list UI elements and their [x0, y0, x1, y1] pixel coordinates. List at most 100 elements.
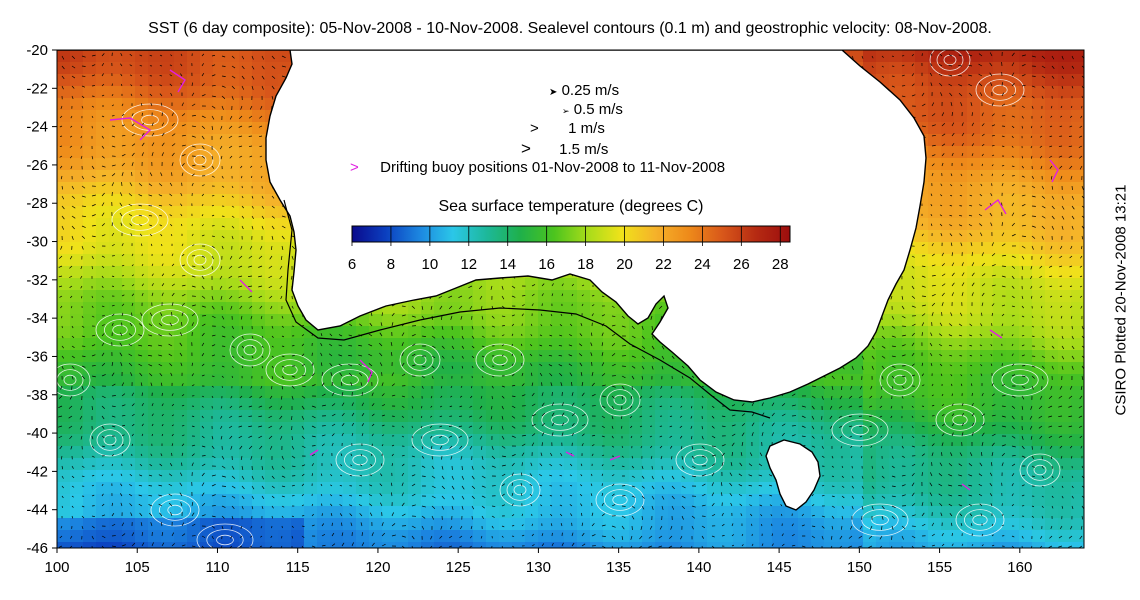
sst-cell	[538, 446, 552, 459]
sst-cell	[135, 266, 149, 279]
sst-cell	[161, 194, 175, 207]
sst-cell	[993, 158, 1007, 171]
sst-cell	[83, 398, 97, 411]
sst-cell	[421, 302, 435, 315]
sst-cell	[239, 398, 253, 411]
velocity-vector	[1069, 115, 1073, 118]
velocity-vector	[1061, 75, 1064, 79]
sst-cell	[694, 494, 708, 507]
velocity-vector	[1050, 115, 1053, 118]
sealevel-contour	[89, 423, 131, 457]
sst-cell	[1019, 398, 1033, 411]
sst-cell	[278, 266, 292, 279]
sst-cell	[616, 518, 630, 531]
velocity-vector	[250, 165, 253, 168]
sst-cell	[486, 386, 500, 399]
sst-cell	[733, 506, 747, 519]
sealevel-contour	[513, 484, 527, 496]
sst-cell	[434, 434, 448, 447]
sst-cell	[304, 482, 318, 495]
sst-cell	[161, 290, 175, 303]
sst-cell	[564, 530, 578, 543]
velocity-vector	[1079, 125, 1083, 129]
sst-cell	[746, 422, 760, 435]
sst-cell	[980, 122, 994, 135]
sst-cell	[83, 86, 97, 99]
sst-cell	[928, 98, 942, 111]
sealevel-contour	[604, 489, 637, 511]
sst-cell	[187, 458, 201, 471]
sst-cell	[577, 398, 591, 411]
velocity-vector	[1071, 55, 1074, 60]
sst-cell	[96, 62, 110, 75]
sst-cell	[1071, 74, 1084, 87]
sst-cell	[863, 398, 877, 411]
velocity-vector	[1011, 183, 1015, 187]
sealevel-contour	[273, 359, 306, 381]
sst-cell	[1019, 530, 1033, 543]
sst-cell	[460, 374, 474, 387]
sst-cell	[538, 482, 552, 495]
sealevel-contour	[321, 363, 379, 397]
sst-cell	[876, 50, 890, 63]
sst-cell	[135, 110, 149, 123]
velocity-vector	[891, 85, 895, 88]
sst-cell	[655, 482, 669, 495]
sst-cell	[1006, 386, 1020, 399]
sst-cell	[187, 194, 201, 207]
sst-cell	[1045, 194, 1059, 207]
sst-cell	[304, 494, 318, 507]
velocity-vector	[91, 54, 96, 57]
sst-cell	[70, 386, 84, 399]
sst-cell	[278, 542, 292, 548]
sst-cell	[1032, 506, 1046, 519]
sst-cell	[1006, 422, 1020, 435]
sst-cell	[330, 350, 344, 363]
sst-cell	[161, 494, 175, 507]
velocity-vector	[271, 75, 276, 79]
sealevel-contour	[475, 343, 525, 377]
sst-cell	[967, 290, 981, 303]
velocity-vector	[1041, 95, 1044, 99]
velocity-vector	[61, 205, 65, 210]
sst-cell	[57, 434, 71, 447]
velocity-vector	[1030, 145, 1033, 149]
sst-cell	[356, 482, 370, 495]
sst-cell	[1019, 482, 1033, 495]
sst-cell	[941, 302, 955, 315]
sst-cell	[356, 410, 370, 423]
sst-cell	[200, 338, 214, 351]
sst-cell	[317, 518, 331, 531]
sst-cell	[460, 362, 474, 375]
sst-cell	[122, 170, 136, 183]
sst-cell	[434, 518, 448, 531]
sst-cell	[200, 266, 214, 279]
velocity-vector	[101, 202, 105, 207]
sst-cell	[499, 410, 513, 423]
sst-cell	[837, 374, 851, 387]
sst-cell	[1032, 170, 1046, 183]
sst-cell	[70, 278, 84, 291]
sst-cell	[928, 62, 942, 75]
sst-cell	[252, 362, 266, 375]
sst-cell	[122, 494, 136, 507]
sst-cell	[343, 494, 357, 507]
sst-cell	[57, 254, 71, 267]
sst-cell	[967, 230, 981, 243]
sst-cell	[1045, 62, 1059, 75]
velocity-vector	[1049, 135, 1053, 138]
sst-cell	[278, 350, 292, 363]
sst-cell	[96, 266, 110, 279]
sst-cell	[967, 98, 981, 111]
sealevel-contour	[57, 369, 84, 391]
sst-cell	[642, 362, 656, 375]
sst-cell	[291, 386, 305, 399]
sst-cell	[1032, 62, 1046, 75]
sst-cell	[135, 74, 149, 87]
sealevel-contour	[935, 403, 985, 437]
sst-cell	[161, 122, 175, 135]
sst-cell	[577, 374, 591, 387]
velocity-vector	[181, 113, 186, 117]
velocity-vector	[219, 135, 223, 140]
velocity-vector	[971, 153, 974, 157]
